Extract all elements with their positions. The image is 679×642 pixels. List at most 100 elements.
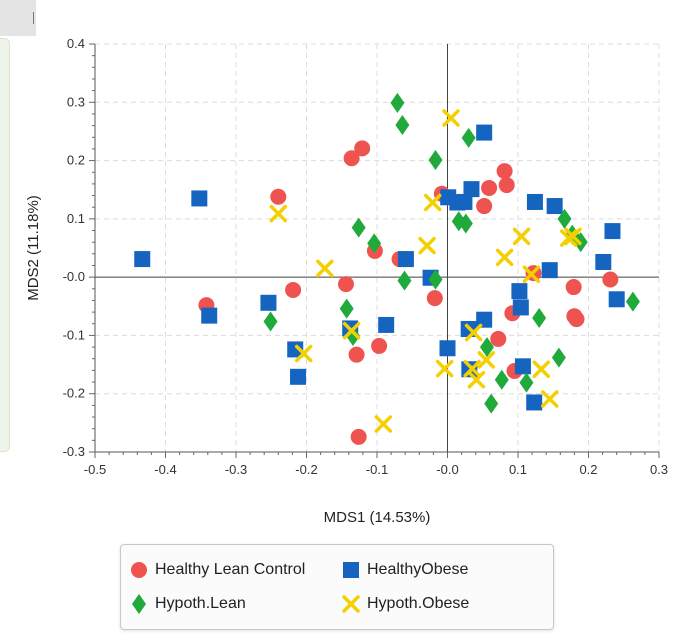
panel-tab[interactable] (0, 0, 36, 36)
y-tick-label: -0.3 (63, 444, 85, 459)
y-tick-label: 0.4 (67, 36, 85, 51)
legend-label: Healthy Lean Control (155, 561, 306, 578)
point-healthyobese (526, 193, 543, 210)
point-healthy-lean-control (496, 163, 513, 180)
side-panel-edge (0, 38, 10, 452)
point-healthyobese (287, 341, 304, 358)
point-hypoth-obese (522, 265, 541, 283)
point-hypoth-obese (374, 415, 393, 433)
point-hypoth-lean (532, 307, 547, 328)
point-hypoth-obese (540, 390, 559, 408)
point-healthyobese (456, 193, 473, 210)
point-hypoth-lean (428, 149, 443, 170)
point-healthy-lean-control (343, 150, 360, 167)
point-healthy-lean-control (348, 346, 365, 363)
y-tick-label: 0.1 (67, 211, 85, 226)
point-hypoth-obese (423, 193, 442, 212)
point-hypoth-obese (294, 344, 313, 363)
point-healthyobese (608, 291, 625, 308)
point-healthy-lean-control (602, 271, 619, 288)
point-hypoth-obese (512, 227, 531, 246)
x-tick-label: 0.1 (509, 462, 527, 477)
point-hypoth-lean (551, 347, 566, 368)
diamond-icon (132, 594, 146, 614)
y-tick-label: -0.2 (63, 386, 85, 401)
data-points (134, 92, 640, 445)
point-hypoth-obese (463, 359, 481, 378)
point-healthyobese (511, 283, 528, 300)
point-hypoth-lean (263, 311, 278, 332)
x-tick-label: -0.1 (366, 462, 388, 477)
point-healthyobese (290, 368, 307, 385)
point-hypoth-obese (464, 323, 483, 342)
y-tick-label: -0.0 (63, 269, 85, 284)
point-hypoth-lean (479, 337, 494, 358)
point-healthyobese (191, 190, 208, 207)
point-hypoth-obese (532, 360, 551, 378)
point-hypoth-obese (342, 322, 361, 340)
point-hypoth-lean (390, 92, 405, 113)
point-healthyobese (476, 124, 493, 141)
point-healthyobese (439, 340, 456, 357)
point-healthyobese (476, 311, 493, 328)
x-tick-label: -0.4 (154, 462, 176, 477)
point-healthy-lean-control (350, 428, 367, 445)
x-tick-label: -0.3 (225, 462, 247, 477)
point-hypoth-lean (458, 213, 473, 234)
legend: Healthy Lean Control HealthyObese Hypoth… (120, 544, 554, 630)
point-healthyobese (546, 198, 563, 215)
y-tick-label: -0.1 (63, 327, 85, 342)
point-healthyobese (604, 223, 621, 240)
point-hypoth-lean (519, 372, 534, 393)
y-axis-title: MDS2 (11.18%) (25, 195, 42, 301)
point-healthyobese (201, 307, 218, 324)
point-healthyobese (260, 294, 277, 311)
legend-item-healthy-obese[interactable]: HealthyObese (341, 558, 468, 582)
legend-item-healthy-lean-control[interactable]: Healthy Lean Control (129, 558, 305, 582)
point-healthy-lean-control (371, 337, 388, 354)
point-healthyobese (526, 394, 543, 411)
legend-label: HealthyObese (367, 561, 469, 578)
point-hypoth-lean (625, 291, 640, 312)
point-healthy-lean-control (354, 140, 371, 157)
point-hypoth-obese (418, 236, 436, 255)
point-hypoth-lean (428, 269, 443, 290)
legend-item-hypoth-obese[interactable]: Hypoth.Obese (341, 592, 469, 616)
point-hypoth-lean (484, 393, 499, 414)
point-healthyobese (595, 253, 612, 270)
mds-scatter-chart: -0.5 -0.4 -0.3 -0.2 -0.1 -0.0 0.1 0.2 0.3 0.4 0.3 0… (25, 36, 668, 526)
legend-label: Hypoth.Lean (155, 595, 246, 612)
point-healthyobese (514, 358, 531, 375)
point-healthyobese (397, 251, 414, 268)
point-hypoth-lean (557, 208, 572, 229)
x-tick-label: 0.3 (650, 462, 668, 477)
square-icon (343, 562, 359, 578)
point-healthyobese (134, 251, 151, 268)
x-tick-label: -0.2 (295, 462, 317, 477)
point-hypoth-obese (560, 229, 578, 247)
point-healthyobese (378, 316, 395, 333)
x-axis-title: MDS1 (14.53%) (324, 509, 431, 526)
legend-item-hypoth-lean[interactable]: Hypoth.Lean (129, 592, 246, 616)
point-healthyobese (463, 181, 480, 198)
tab-divider (33, 12, 34, 24)
x-tick-label: 0.2 (579, 462, 597, 477)
point-healthy-lean-control (476, 198, 493, 215)
point-hypoth-lean (494, 369, 509, 390)
point-hypoth-lean (395, 115, 410, 136)
point-hypoth-lean (367, 233, 382, 254)
point-hypoth-obese (477, 351, 496, 369)
x-icon (342, 595, 360, 613)
point-healthyobese (541, 262, 558, 279)
point-healthy-lean-control (337, 276, 354, 293)
legend-label: Hypoth.Obese (367, 595, 470, 612)
point-hypoth-obese (495, 248, 514, 267)
point-hypoth-obese (435, 359, 454, 378)
x-tick-label: -0.0 (436, 462, 458, 477)
point-healthy-lean-control (270, 188, 287, 205)
point-healthy-lean-control (565, 279, 582, 296)
point-hypoth-obese (442, 109, 460, 127)
point-hypoth-lean (397, 270, 412, 291)
point-healthy-lean-control (490, 330, 507, 347)
point-healthyobese (512, 299, 529, 316)
